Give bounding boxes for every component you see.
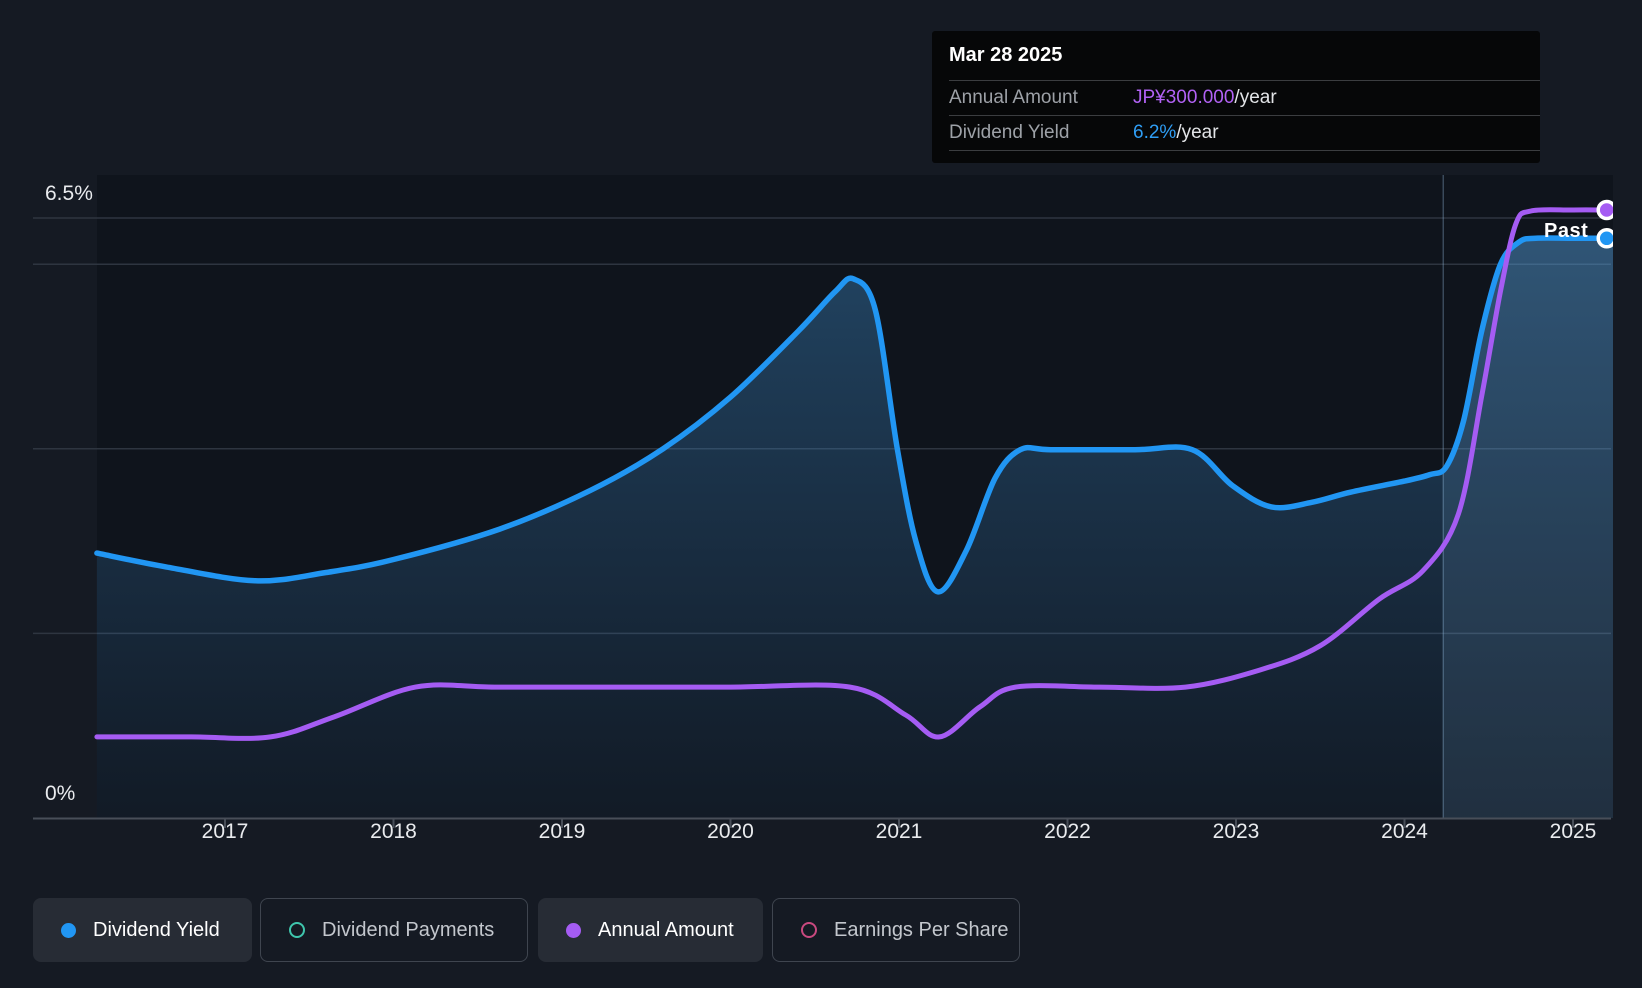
x-axis-label: 2023 bbox=[1212, 820, 1260, 843]
tooltip-value: 6.2% bbox=[1133, 122, 1177, 143]
dividend-yield-area bbox=[96, 238, 1613, 818]
tooltip-suffix: /year bbox=[1234, 87, 1277, 108]
endpoint-markers bbox=[1596, 199, 1613, 249]
tooltip-suffix: /year bbox=[1176, 122, 1219, 143]
x-axis-label: 2020 bbox=[707, 820, 754, 843]
annual-amount-endpoint-dot bbox=[1596, 199, 1613, 221]
dividend-yield-endpoint-dot bbox=[1596, 228, 1613, 249]
legend-marker-icon bbox=[289, 922, 305, 938]
legend-marker-icon bbox=[61, 922, 76, 938]
legend-toggle-dividend-payments[interactable]: Dividend Payments bbox=[260, 898, 528, 962]
legend-toggle-annual-amount[interactable]: Annual Amount bbox=[538, 898, 763, 962]
legend-label: Earnings Per Share bbox=[834, 918, 1009, 941]
tooltip-label: Annual Amount bbox=[949, 87, 1078, 108]
legend-toggle-dividend-yield[interactable]: Dividend Yield bbox=[33, 898, 252, 962]
tooltip-value: JP¥300.000 bbox=[1133, 87, 1235, 108]
x-axis-label: 2021 bbox=[875, 820, 923, 843]
x-axis bbox=[33, 817, 1611, 828]
legend-label: Annual Amount bbox=[598, 918, 734, 941]
y-axis-label-max: 6.5% bbox=[45, 182, 93, 205]
tooltip-date: Mar 28 2025 bbox=[949, 44, 1063, 66]
x-axis-label: 2025 bbox=[1549, 820, 1597, 843]
chart-tooltip: Mar 28 2025 Annual Amount JP¥300.000 /ye… bbox=[932, 31, 1540, 163]
x-axis-label: 2022 bbox=[1044, 820, 1091, 843]
x-axis-label: 2018 bbox=[370, 820, 417, 843]
legend-toggle-earnings-per-share[interactable]: Earnings Per Share bbox=[772, 898, 1020, 962]
tooltip-row-dividend-yield: Dividend Yield 6.2% /year bbox=[949, 115, 1540, 150]
past-region-label: Past bbox=[1544, 220, 1589, 243]
legend-marker-icon bbox=[801, 922, 817, 938]
x-axis-label: 2017 bbox=[201, 820, 249, 843]
legend-label: Dividend Payments bbox=[322, 918, 495, 941]
x-axis-label: 2019 bbox=[538, 820, 586, 843]
legend-marker-icon bbox=[566, 922, 581, 938]
y-axis-label-zero: 0% bbox=[45, 782, 76, 805]
tooltip-label: Dividend Yield bbox=[949, 122, 1070, 143]
x-axis-label: 2024 bbox=[1381, 820, 1428, 843]
annual-amount-line bbox=[94, 207, 1613, 741]
dividend-yield-line bbox=[94, 235, 1613, 595]
legend-label: Dividend Yield bbox=[93, 918, 220, 941]
tooltip-row-annual-amount: Annual Amount JP¥300.000 /year bbox=[949, 80, 1540, 115]
